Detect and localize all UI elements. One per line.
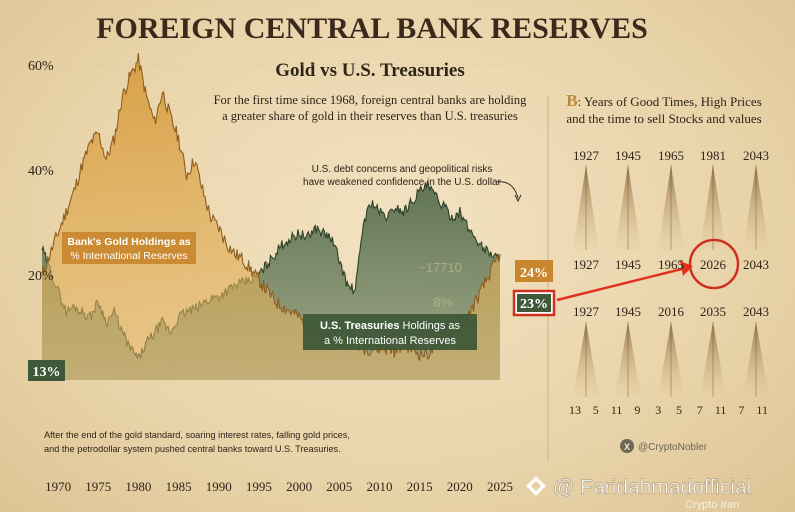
- cycle-year-lower: 2016: [658, 304, 685, 319]
- cycle-year-top: 1945: [615, 148, 641, 163]
- watermark-subtext: Crypto Iran: [685, 499, 739, 511]
- gold-label-line1: Bank's Gold Holdings as: [67, 236, 190, 248]
- cycle-interval: 11: [611, 403, 623, 417]
- cycles-heading-line2: and the time to sell Stocks and values: [566, 111, 761, 126]
- cycle-year-top: 1981: [700, 148, 726, 163]
- x-logo-glyph: X: [624, 442, 630, 452]
- intro-annotation-line2: a greater share of gold in their reserve…: [222, 109, 518, 123]
- cycle-year-lower: 1927: [573, 304, 600, 319]
- x-tick-label: 2015: [407, 479, 433, 494]
- cycle-year-middle: 2026: [700, 257, 727, 272]
- highlight-2026-circle: [688, 238, 740, 290]
- cycles-heading-letter: B: [566, 91, 577, 110]
- cycle-year-lower: 1945: [615, 304, 641, 319]
- treasury-series-label: U.S. Treasuries Holdings as a % Internat…: [303, 314, 477, 350]
- treasury-end-text: 23%: [520, 297, 548, 312]
- start-value-text: 13%: [33, 365, 61, 380]
- treasury-label-line1: U.S. Treasuries Holdings as: [320, 320, 461, 332]
- gold-series-label: Bank's Gold Holdings as % International …: [62, 232, 196, 264]
- debt-annotation-arrow: [496, 181, 519, 199]
- cycle-interval: 7: [697, 403, 703, 417]
- start-value-badge: 13%: [28, 360, 65, 381]
- cycles-panel: 1927 1945 1965 1981 2043 1927 1945 1965 2026 2043…: [569, 148, 769, 417]
- x-logo-icon: [620, 439, 634, 453]
- cycle-interval: 11: [715, 403, 727, 417]
- cycle-year-top: 1927: [573, 148, 600, 163]
- x-tick-label: 1980: [125, 479, 151, 494]
- x-tick-label: 2005: [326, 479, 352, 494]
- bottom-annotation-line2: and the petrodollar system pushed centra…: [44, 444, 341, 454]
- cycle-interval: 13: [569, 403, 581, 417]
- x-axis-ticks: 1970 1975 1980 1985 1990 1995 2000 2005 2010 2015…: [45, 479, 513, 494]
- cycles-heading-line1: B: Years of Good Times, High Prices: [566, 91, 762, 110]
- cycle-interval: 9: [634, 403, 640, 417]
- gold-area: [42, 53, 500, 380]
- callout-arrow: [556, 265, 691, 302]
- cycle-interval: 7: [738, 403, 744, 417]
- x-tick-label: 1985: [166, 479, 192, 494]
- y-axis-ticks: 20% 40% 60%: [28, 59, 54, 284]
- cycle-year-middle: 1927: [573, 257, 600, 272]
- page-subtitle: Gold vs U.S. Treasuries: [275, 60, 465, 81]
- x-tick-label: 2020: [447, 479, 473, 494]
- x-tick-label: 1975: [85, 479, 111, 494]
- x-tick-label: 2010: [366, 479, 392, 494]
- cycle-year-top: 1965: [658, 148, 684, 163]
- binance-logo-icon: [526, 476, 546, 496]
- x-tick-label: 1990: [206, 479, 232, 494]
- cycles-heading-text: : Years of Good Times, High Prices: [578, 94, 762, 109]
- page-title: FOREIGN CENTRAL BANK RESERVES: [96, 12, 648, 45]
- x-tick-label: 1970: [45, 479, 71, 494]
- y-tick-label: 60%: [28, 59, 54, 74]
- treasury-end-badge: 23%: [512, 289, 556, 317]
- treasury-label-bold: U.S. Treasuries: [320, 320, 400, 332]
- cycle-interval: 5: [676, 403, 682, 417]
- debt-annotation-arrowhead: [514, 194, 522, 203]
- cycle-year-middle: 2043: [743, 257, 769, 272]
- cycle-year-top: 2043: [743, 148, 769, 163]
- debt-annotation-line1: U.S. debt concerns and geopolitical risk…: [312, 164, 493, 175]
- cycle-interval: 11: [756, 403, 768, 417]
- cycle-year-lower: 2035: [700, 304, 726, 319]
- cycle-year-lower: 2043: [743, 304, 769, 319]
- overlay-percent: 8%: [433, 294, 454, 310]
- x-tick-label: 2025: [487, 479, 513, 494]
- x-tick-label: 1995: [246, 479, 272, 494]
- gold-line: [41, 52, 501, 362]
- gold-label-line2: % International Reserves: [70, 250, 187, 262]
- credit-text: @CryptoNobler: [638, 442, 708, 453]
- bottom-annotation-line1: After the end of the gold standard, soar…: [44, 430, 350, 440]
- cycle-year-middle: 1965: [658, 257, 684, 272]
- x-tick-label: 2000: [286, 479, 312, 494]
- cycle-interval: 3: [655, 403, 661, 417]
- y-tick-label: 40%: [28, 164, 54, 179]
- intro-annotation-line1: For the first time since 1968, foreign c…: [214, 93, 528, 107]
- treasury-label-rest: Holdings as: [399, 320, 460, 332]
- credit-tag: X @CryptoNobler: [620, 439, 708, 453]
- gold-end-badge: 24%: [515, 260, 553, 282]
- treasury-label-line2: a % International Reserves: [324, 335, 457, 347]
- gold-end-text: 24%: [520, 266, 548, 281]
- watermark: @ Faridahmadofficial Crypto Iran: [526, 476, 752, 511]
- cycle-interval: 5: [593, 403, 599, 417]
- debt-annotation-line2: have weakened confidence in the U.S. dol…: [303, 177, 502, 188]
- watermark-text: @ Faridahmadofficial: [553, 476, 751, 499]
- overlay-number: ~17710: [418, 260, 462, 275]
- cycle-year-middle: 1945: [615, 257, 641, 272]
- y-tick-label: 20%: [28, 269, 54, 284]
